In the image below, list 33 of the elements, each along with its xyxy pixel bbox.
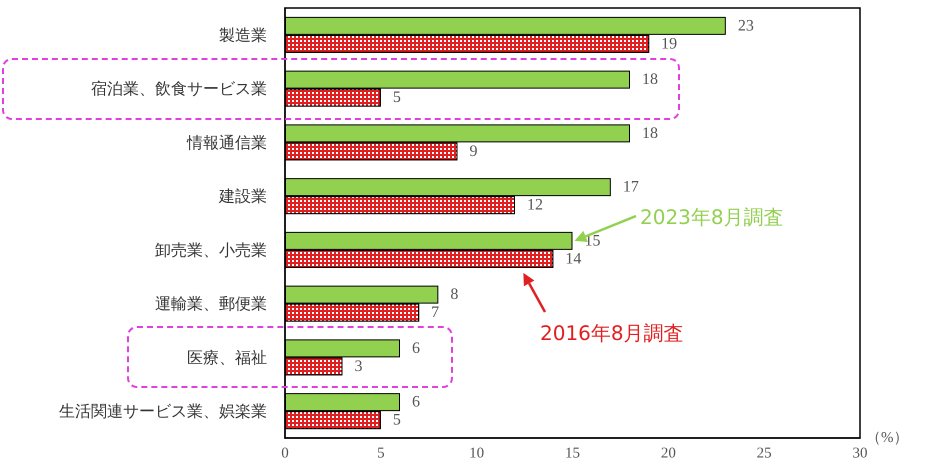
x-tick-label: 0 (281, 446, 289, 462)
y-tick-label: 建設業 (218, 186, 267, 206)
x-axis-title: （%） (866, 430, 908, 446)
x-tick-label: 5 (377, 446, 385, 462)
x-tick-label: 30 (852, 446, 868, 462)
y-tick-label: 製造業 (219, 25, 267, 44)
text: 2016年8月調査 (540, 320, 684, 347)
data-label: 12 (527, 196, 543, 214)
x-tick-label: 15 (565, 446, 580, 462)
x-tick-label: 20 (660, 446, 676, 462)
data-label: 3 (354, 358, 362, 375)
data-label: 6 (412, 394, 420, 411)
data-label: 17 (622, 178, 639, 196)
y-tick-label: 運輸業、郵便業 (155, 294, 267, 314)
data-label: 18 (642, 71, 658, 88)
data-label: 5 (392, 89, 401, 106)
legend-label: 2023年8月調査 (640, 204, 784, 231)
x-tick-label: 25 (756, 446, 772, 462)
data-label: 6 (412, 340, 420, 357)
y-tick-label: 情報通信業 (186, 132, 267, 152)
data-label: 5 (392, 412, 401, 429)
data-label: 19 (661, 35, 678, 52)
data-label: 7 (431, 304, 440, 322)
y-tick-label: 医療、福祉 (187, 348, 267, 367)
data-label: 18 (642, 124, 658, 142)
data-label: 23 (738, 17, 754, 34)
y-tick-label: 宿泊業、飲食サービス業 (91, 79, 267, 98)
data-label: 8 (450, 286, 458, 304)
data-label: 9 (470, 142, 478, 160)
y-tick-label: 卸売業、小売業 (155, 240, 267, 260)
y-tick-label: 生活関連サービス業、娯楽業 (59, 402, 267, 421)
data-label: 14 (565, 250, 582, 268)
x-tick-label: 10 (469, 446, 484, 462)
